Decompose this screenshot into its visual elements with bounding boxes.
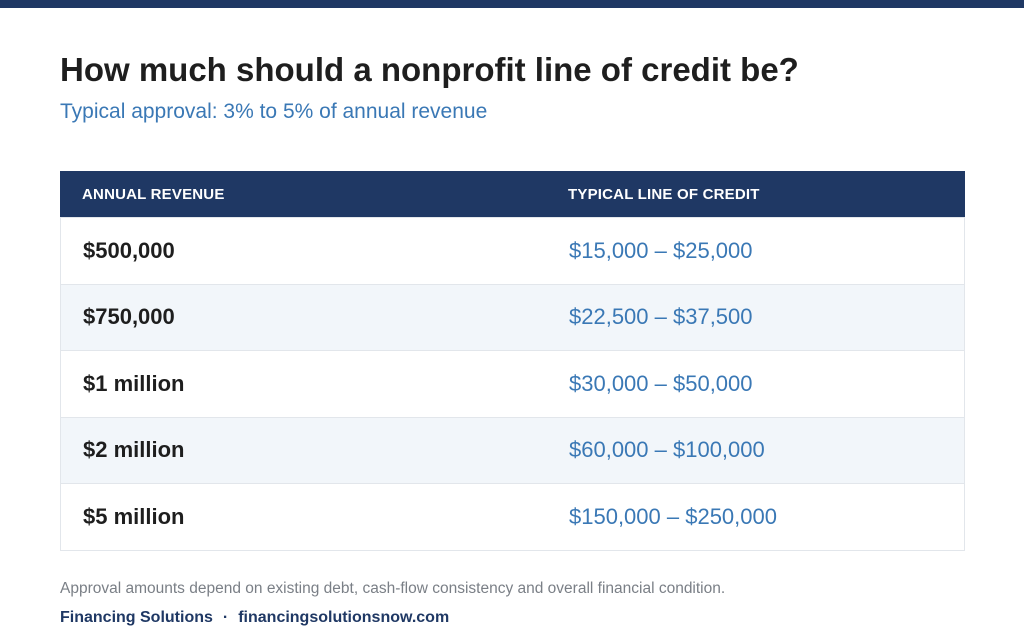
revenue-cell: $2 million	[83, 437, 185, 463]
revenue-cell: $500,000	[83, 237, 175, 263]
credit-cell: $15,000 – $25,000	[569, 237, 753, 263]
credit-cell: $30,000 – $50,000	[569, 370, 753, 396]
footer-brand-line: Financing Solutions · financingsolutionsno…	[60, 608, 449, 628]
revenue-cell: $5 million	[83, 503, 185, 529]
credit-cell: $150,000 – $250,000	[569, 503, 777, 529]
header-typical-line-of-credit: TYPICAL LINE OF CREDIT	[568, 185, 760, 203]
page-title: How much should a nonprofit line of cred…	[60, 51, 799, 88]
table-row: $5 million $150,000 – $250,000	[61, 483, 964, 550]
footnote: Approval amounts depend on existing debt…	[60, 580, 726, 597]
page-subtitle: Typical approval: 3% to 5% of annual rev…	[60, 100, 488, 123]
credit-table: ANNUAL REVENUE TYPICAL LINE OF CREDIT $5…	[60, 171, 965, 551]
top-accent-bar	[0, 0, 1024, 8]
revenue-cell: $750,000	[83, 304, 175, 330]
website-link[interactable]: financingsolutionsnow.com	[238, 609, 450, 626]
revenue-cell: $1 million	[83, 370, 185, 396]
table-row: $2 million $60,000 – $100,000	[61, 416, 964, 483]
table-row: $1 million $30,000 – $50,000	[61, 350, 964, 417]
credit-cell: $60,000 – $100,000	[569, 437, 765, 463]
table-row: $750,000 $22,500 – $37,500	[61, 283, 964, 350]
table-header: ANNUAL REVENUE TYPICAL LINE OF CREDIT	[60, 171, 965, 217]
brand-name: Financing Solutions	[60, 609, 213, 626]
footer-separator: ·	[222, 609, 229, 626]
table-row: $500,000 $15,000 – $25,000	[61, 217, 964, 284]
credit-cell: $22,500 – $37,500	[569, 304, 753, 330]
header-annual-revenue: ANNUAL REVENUE	[82, 185, 225, 203]
